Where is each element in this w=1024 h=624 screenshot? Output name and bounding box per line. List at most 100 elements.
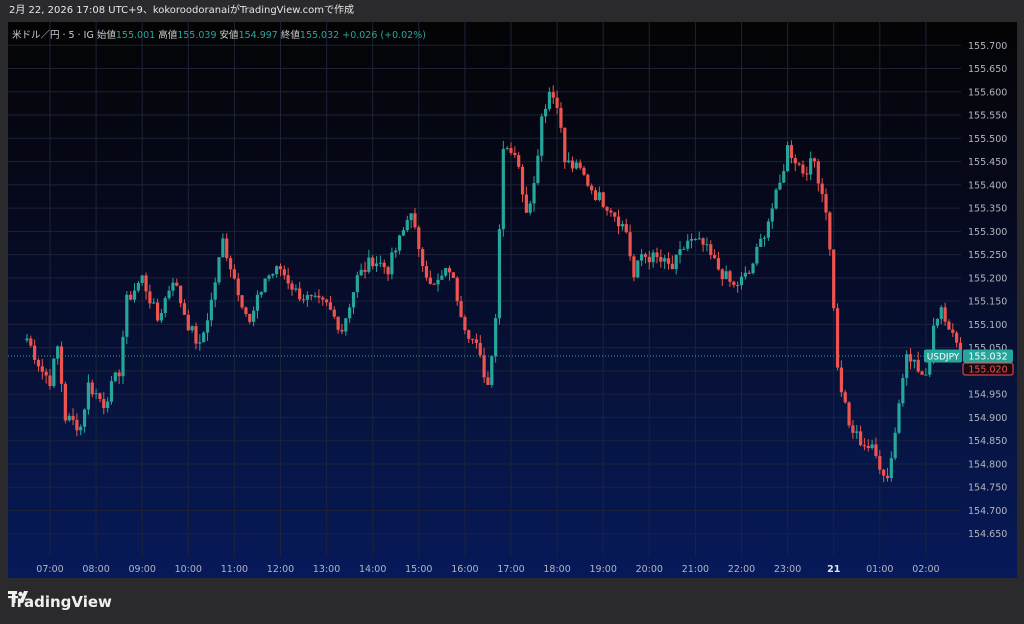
candle-body <box>532 183 536 204</box>
candle-body <box>371 257 375 267</box>
candle-body <box>444 268 448 276</box>
candle-body <box>736 285 740 287</box>
candle-body <box>298 288 302 300</box>
y-tick-label: 154.850 <box>968 436 1007 447</box>
candle-body <box>67 415 71 421</box>
candle-body <box>36 359 41 367</box>
candle-body <box>328 302 333 310</box>
candle-body <box>421 249 425 267</box>
candle-body <box>755 246 759 264</box>
candle-body <box>517 155 521 167</box>
candle-body <box>336 316 340 330</box>
candle-body <box>305 295 309 300</box>
x-tick-label: 17:00 <box>497 564 524 575</box>
candle-body <box>547 92 552 109</box>
candle-body <box>236 278 240 296</box>
candle-body <box>624 224 628 233</box>
candle-body <box>470 338 475 340</box>
candle-body <box>536 155 540 184</box>
candlestick-chart[interactable]: 155.700 155.650 155.600 155.550 155.500 155.4… <box>8 22 1017 578</box>
candle-body <box>40 366 44 372</box>
candle-body <box>586 174 590 186</box>
candle-body <box>397 235 402 251</box>
y-tick-label: 154.750 <box>968 483 1007 494</box>
candle-body <box>340 329 344 332</box>
candle-body <box>578 162 582 168</box>
open-label: 始値 <box>96 30 116 41</box>
candle-body <box>528 203 532 213</box>
candle-body <box>889 458 893 479</box>
candle-body <box>770 208 774 222</box>
candle-body <box>590 185 594 191</box>
close-label: 終値 <box>280 30 300 41</box>
candle-body <box>263 278 267 292</box>
candle-body <box>716 258 721 270</box>
candle-body <box>194 326 198 344</box>
candle-body <box>106 401 110 408</box>
candle-body <box>885 475 890 479</box>
x-tick-label: 16:00 <box>451 564 478 575</box>
time-axis[interactable]: 07:00 08:00 09:00 10:00 11:00 12:00 13:00 14:00… <box>36 564 939 575</box>
price-axis[interactable]: 155.700 155.650 155.600 155.550 155.500 155.4… <box>968 41 1007 540</box>
footer-brand[interactable]: TradingView <box>8 590 112 614</box>
candle-body <box>486 377 490 385</box>
candle-body <box>655 252 659 257</box>
candle-body <box>348 307 352 319</box>
high-label: 高値 <box>158 30 178 41</box>
candle-body <box>951 329 955 333</box>
candle-body <box>159 313 164 321</box>
candle-body <box>390 252 394 275</box>
ohlc-legend: 米ドル／円 · 5 · IG 始値155.001 高値155.039 安値154… <box>12 27 426 41</box>
candle-body <box>935 318 940 326</box>
candle-body <box>482 355 486 378</box>
bid-price-tag <box>962 362 1014 376</box>
candle-body <box>947 321 951 330</box>
candle-body <box>405 220 409 231</box>
candle-body <box>225 238 229 259</box>
candle-body <box>152 302 156 304</box>
x-tick-label: 07:00 <box>36 564 63 575</box>
candles <box>25 85 963 483</box>
candle-body <box>809 158 813 175</box>
candle-body <box>309 295 313 297</box>
candle-body <box>494 318 498 357</box>
candle-body <box>567 160 571 163</box>
candle-body <box>467 330 471 339</box>
candle-body <box>205 320 210 333</box>
candle-body <box>570 160 575 169</box>
candle-body <box>766 221 770 238</box>
candle-body <box>524 194 528 213</box>
chart-area[interactable]: 155.700 155.650 155.600 155.550 155.500 155.4… <box>8 22 1017 578</box>
candle-body <box>855 431 859 433</box>
candle-body <box>609 210 613 213</box>
candle-body <box>593 190 598 201</box>
x-tick-label: 01:00 <box>866 564 893 575</box>
x-tick-label: 12:00 <box>267 564 294 575</box>
candle-body <box>812 158 817 162</box>
candle-body <box>271 274 275 276</box>
candle-body <box>682 248 686 250</box>
candle-body <box>643 254 648 257</box>
candle-body <box>117 372 121 377</box>
candle-body <box>924 374 928 376</box>
candle-body <box>797 163 801 165</box>
candle-body <box>616 216 621 227</box>
candle-body <box>259 291 263 295</box>
candle-body <box>901 377 905 404</box>
candle-body <box>163 298 167 314</box>
candle-body <box>59 346 64 384</box>
x-tick-label: 18:00 <box>543 564 570 575</box>
candle-body <box>75 419 79 431</box>
y-tick-label: 155.450 <box>968 157 1007 168</box>
candle-body <box>728 271 732 282</box>
candle-body <box>816 161 820 184</box>
close-value: 155.032 <box>299 30 340 41</box>
y-tick-label: 155.700 <box>968 41 1007 52</box>
candle-body <box>190 326 194 331</box>
symbol-tag <box>924 349 962 363</box>
candle-body <box>720 269 724 280</box>
candle-body <box>739 276 744 286</box>
candle-body <box>436 279 440 285</box>
candle-body <box>44 371 48 376</box>
candle-body <box>474 339 479 344</box>
